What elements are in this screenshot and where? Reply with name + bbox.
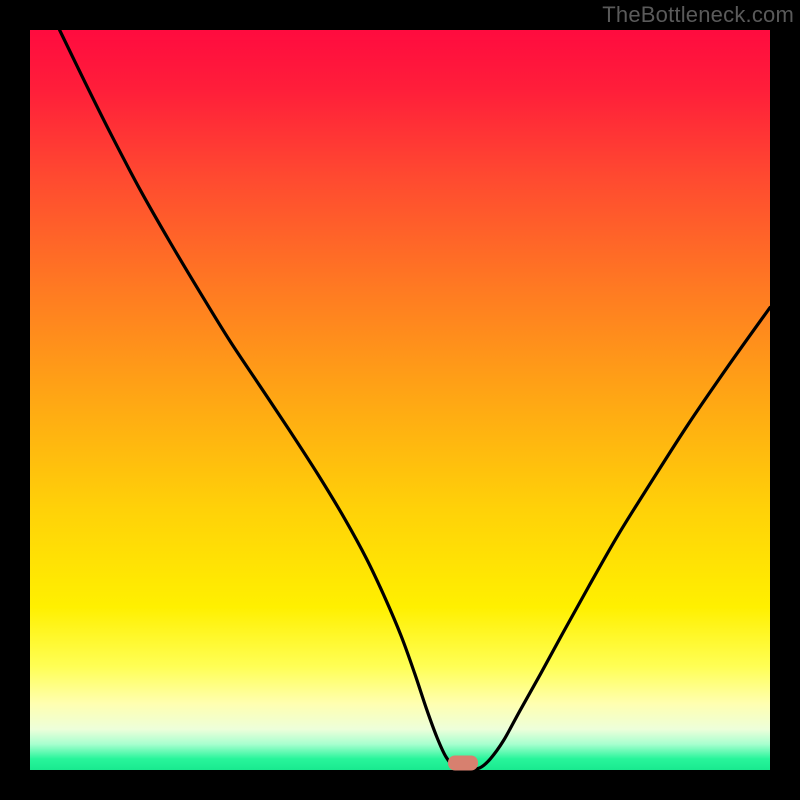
plot-area [30, 30, 770, 770]
chart-frame: TheBottleneck.com [0, 0, 800, 800]
bottleneck-curve [60, 30, 770, 770]
curve-layer [30, 30, 770, 770]
watermark-text: TheBottleneck.com [602, 2, 794, 28]
bottleneck-marker [448, 755, 478, 770]
